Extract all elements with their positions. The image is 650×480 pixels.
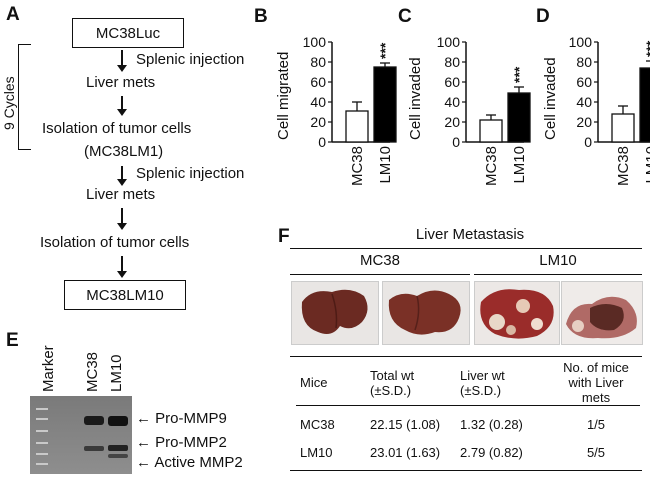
arrow-left-icon: ← <box>136 454 151 471</box>
lane-label-mc38: MC38 <box>84 351 101 392</box>
band-label-pro-mmp9: ← Pro-MMP9 <box>136 410 227 427</box>
step4-text: Isolation of tumor cells <box>40 234 190 251</box>
y-tick-label-b: 20 <box>310 114 326 130</box>
arrow-left-icon: ← <box>136 410 151 427</box>
header-liver-wt: Liver wt (±S.D.) <box>460 367 505 398</box>
header-total-wt: Total wt (±S.D.) <box>370 367 415 398</box>
significance-c: *** <box>511 66 527 83</box>
panel-label-c: C <box>398 6 412 27</box>
panel-label-d: D <box>536 6 550 27</box>
group-rule-lm10 <box>474 274 642 275</box>
title-rule <box>290 248 642 249</box>
step2-text: Isolation of tumor cells <box>42 120 192 137</box>
y-tick-label-c: 80 <box>444 54 460 70</box>
arrow-down-icon <box>117 256 127 278</box>
liver-table: Mice Total wt (±S.D.) Liver wt (±S.D.) No.… <box>296 360 640 468</box>
cycle-bracket <box>18 44 31 150</box>
panel-label-e: E <box>6 330 19 351</box>
step1-result: Liver mets <box>86 74 156 91</box>
liver-title: Liver Metastasis <box>415 226 525 243</box>
end-box: MC38LM10 <box>64 280 186 310</box>
group-label-mc38: MC38 <box>359 252 400 269</box>
table-top-rule <box>290 356 642 357</box>
step1-arrow-label: Splenic injection <box>136 51 245 68</box>
table-bottom-rule <box>290 470 642 471</box>
y-tick-label-d: 20 <box>576 114 592 130</box>
arrow-down-icon <box>117 96 127 116</box>
bar-d-mc38 <box>611 113 635 143</box>
table-row: MC38 22.15 (1.08) 1.32 (0.28) 1/5 <box>300 417 606 432</box>
y-tick-label-d: 80 <box>576 54 592 70</box>
band-label-pro-mmp2: ← Pro-MMP2 <box>136 434 227 451</box>
gel-image <box>30 396 132 474</box>
bar-c-lm10 <box>507 92 531 143</box>
liver-photo-lm10-2 <box>561 281 643 345</box>
y-tick-label-c: 40 <box>444 94 460 110</box>
y-tick-label-d: 40 <box>576 94 592 110</box>
x-label-c-mc38: MC38 <box>483 146 500 186</box>
y-tick-label-b: 80 <box>310 54 326 70</box>
panel-label-a: A <box>6 4 20 25</box>
header-no-of-mice: No. of mice with Liver mets <box>563 360 629 405</box>
arrow-down-icon <box>117 50 127 72</box>
lane-label-lm10: LM10 <box>108 354 125 392</box>
y-tick-label-d: 0 <box>584 134 592 150</box>
x-label-c-lm10: LM10 <box>511 146 528 184</box>
x-label-d-mc38: MC38 <box>615 146 632 186</box>
table-header-row: Mice Total wt (±S.D.) Liver wt (±S.D.) No.… <box>296 360 640 406</box>
bar-b-mc38 <box>345 110 369 143</box>
y-tick-label-c: 20 <box>444 114 460 130</box>
bar-d-lm10 <box>639 67 650 143</box>
liver-photo-lm10-1 <box>474 281 560 345</box>
y-tick-label-c: 60 <box>444 74 460 90</box>
x-label-b-lm10: LM10 <box>377 146 394 184</box>
start-box: MC38Luc <box>72 18 184 48</box>
y-tick-label-b: 60 <box>310 74 326 90</box>
y-tick-label-c: 0 <box>452 134 460 150</box>
liver-photo-mc38-2 <box>382 281 470 345</box>
bar-c-mc38 <box>479 119 503 143</box>
y-tick-label-b: 100 <box>303 34 327 50</box>
arrow-down-icon <box>117 208 127 230</box>
x-label-b-mc38: MC38 <box>349 146 366 186</box>
panel-label-b: B <box>254 6 268 27</box>
y-tick-label-d: 60 <box>576 74 592 90</box>
bar-b-lm10 <box>373 66 397 143</box>
step3-result: Liver mets <box>86 186 156 203</box>
header-mice: Mice <box>300 375 328 390</box>
step3-arrow-label: Splenic injection <box>136 165 245 182</box>
group-label-lm10: LM10 <box>539 252 577 269</box>
table-row: LM10 23.01 (1.63) 2.79 (0.82) 5/5 <box>300 445 606 460</box>
significance-d: *** <box>643 40 650 57</box>
lane-label-marker: Marker <box>40 345 57 392</box>
arrow-down-icon <box>117 166 127 186</box>
y-tick-label-c: 100 <box>437 34 461 50</box>
significance-b: *** <box>377 42 393 59</box>
liver-photo-mc38-1 <box>291 281 379 345</box>
panel-label-f: F <box>278 226 290 247</box>
band-label-active-mmp2: ← Active MMP2 <box>136 454 243 471</box>
y-tick-label-d: 100 <box>569 34 593 50</box>
y-tick-label-b: 0 <box>318 134 326 150</box>
x-label-d-lm10: LM10 <box>643 146 650 184</box>
y-tick-label-b: 40 <box>310 94 326 110</box>
arrow-left-icon: ← <box>136 434 151 451</box>
group-rule-mc38 <box>290 274 470 275</box>
step2-sub: (MC38LM1) <box>84 143 164 160</box>
